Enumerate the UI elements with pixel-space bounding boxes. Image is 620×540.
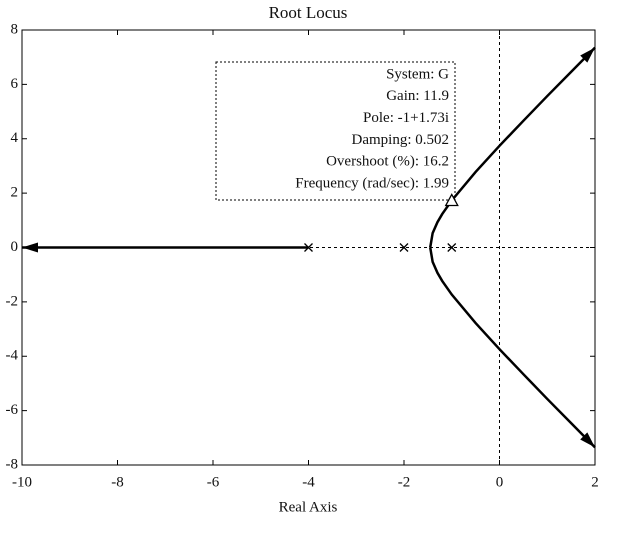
pole-marker	[304, 243, 313, 252]
annotation-box	[215, 61, 456, 201]
x-tick-label: -4	[302, 474, 315, 490]
x-tick-label: -10	[12, 474, 32, 490]
y-tick-label: -6	[6, 402, 19, 418]
chart-title: Root Locus	[269, 3, 348, 22]
y-tick-label: -8	[6, 456, 19, 472]
locus-branch	[428, 247, 596, 449]
annotation-line: Frequency (rad/sec): 1.99	[295, 175, 449, 191]
annotation-line: System: G	[386, 66, 449, 82]
locus-branch	[428, 46, 596, 248]
y-tick-label: 2	[11, 185, 19, 201]
y-tick-label: 0	[11, 239, 19, 255]
y-tick-label: 4	[11, 130, 19, 146]
y-tick-label: 6	[11, 76, 19, 92]
x-tick-label: 0	[496, 474, 504, 490]
y-tick-label: -2	[6, 293, 19, 309]
arrowhead	[580, 432, 595, 448]
arrowhead	[580, 47, 595, 63]
arrowhead	[22, 242, 38, 253]
annotation-line: Damping: 0.502	[352, 132, 450, 148]
annotation-line: Pole: -1+1.73i	[363, 110, 449, 126]
y-tick-label: 8	[11, 21, 19, 37]
x-axis-label: Real Axis	[279, 499, 338, 515]
annotation-line: Overshoot (%): 16.2	[326, 154, 449, 170]
x-tick-label: 2	[591, 474, 599, 490]
selected-point	[444, 193, 459, 207]
pole-marker	[399, 243, 409, 252]
x-tick-label: -8	[111, 474, 124, 490]
y-tick-label: -4	[6, 348, 19, 364]
annotation-line: Gain: 11.9	[386, 88, 449, 104]
pole-marker	[447, 243, 457, 252]
x-tick-label: -6	[207, 474, 220, 490]
x-tick-label: -2	[398, 474, 411, 490]
